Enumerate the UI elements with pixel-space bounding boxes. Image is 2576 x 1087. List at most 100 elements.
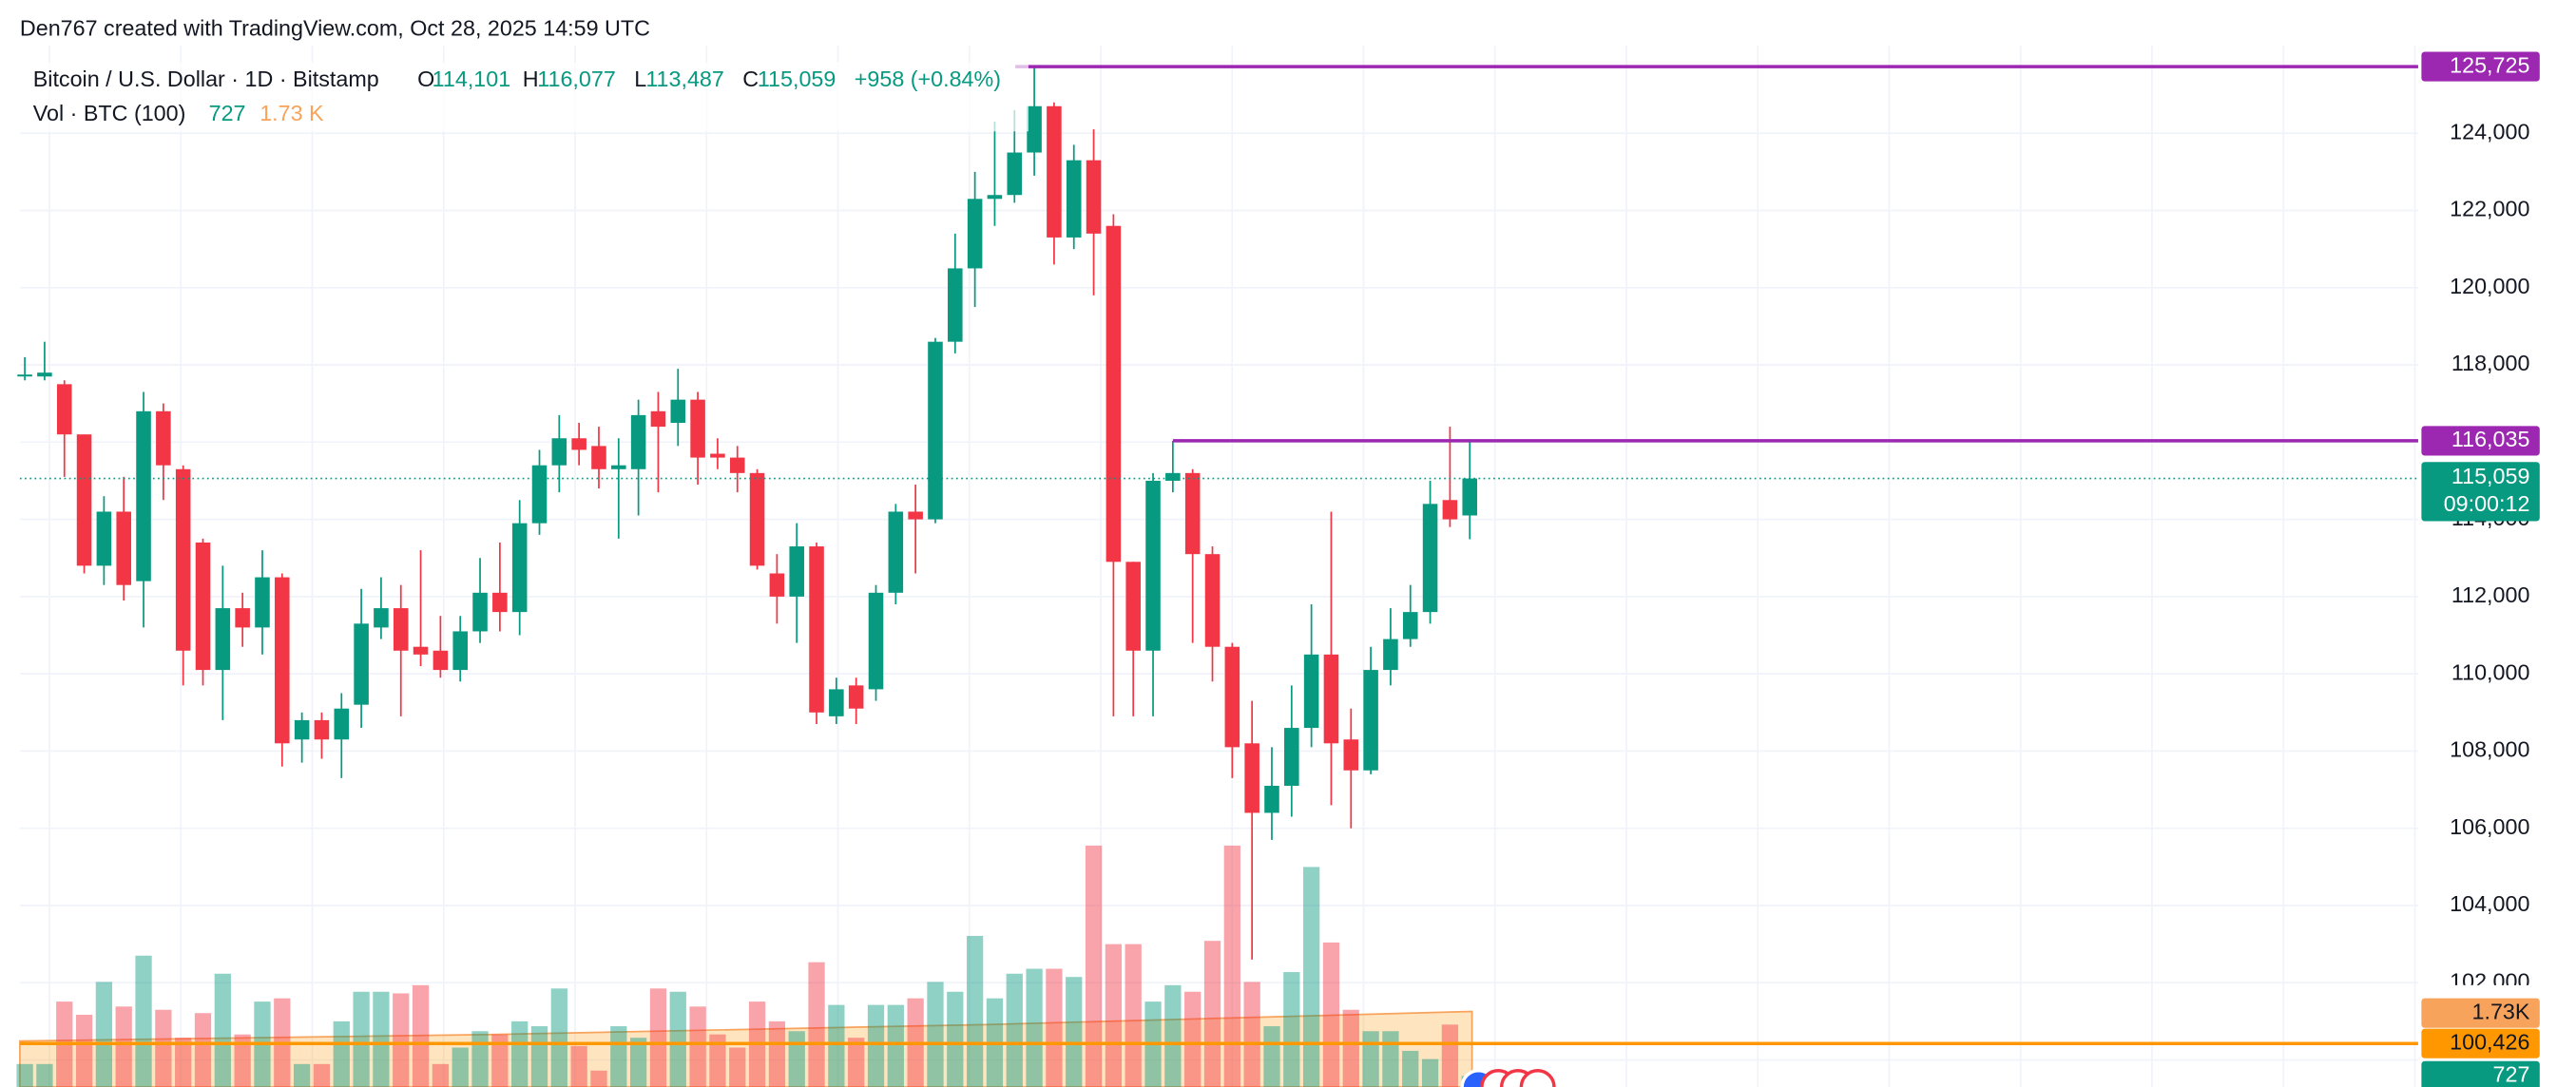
volume-tag-label: 727 <box>2493 1061 2530 1086</box>
legend-text: H <box>523 67 539 91</box>
y-tick-label: 122,000 <box>2450 197 2529 221</box>
volume-bar <box>353 991 370 1087</box>
volume-bar <box>511 1020 529 1087</box>
legend-text: L <box>634 67 646 91</box>
candle-body <box>1244 743 1259 813</box>
candle-body <box>374 608 389 628</box>
legend-text: +958 (+0.84%) <box>855 67 1001 91</box>
volume-bar <box>432 1063 450 1087</box>
volume-bar <box>1402 1050 1419 1087</box>
candle-body <box>334 708 350 740</box>
volume-bar <box>1382 1031 1399 1087</box>
candle-body <box>1402 612 1418 639</box>
candle-body <box>255 577 270 628</box>
volume-bar <box>768 1020 786 1087</box>
volume-bar <box>1441 1024 1459 1087</box>
candle-body <box>1184 472 1201 555</box>
volume-bar <box>333 1020 350 1087</box>
candle-body <box>1007 152 1023 196</box>
volume-bar <box>1362 1031 1379 1087</box>
candle-body <box>948 268 963 342</box>
volume-bar <box>175 1038 192 1087</box>
candle-body <box>37 372 52 377</box>
volume-bar <box>214 973 231 1087</box>
volume-bar <box>1125 944 1142 1087</box>
volume-bar <box>412 984 430 1087</box>
volume-bar <box>947 991 964 1087</box>
volume-bar <box>155 1009 172 1087</box>
candle-body <box>413 646 429 655</box>
candle-body <box>294 719 310 740</box>
candle-body <box>1066 160 1082 238</box>
candle-body <box>275 577 290 744</box>
candle-body <box>670 399 686 424</box>
candle-body <box>630 414 646 469</box>
candle-body <box>1343 739 1359 771</box>
candle-body <box>433 650 449 671</box>
candle-body <box>314 719 330 740</box>
candle-body <box>987 195 1003 200</box>
y-tick-label: 120,000 <box>2450 274 2529 298</box>
legend-text: 113,487 <box>645 67 724 91</box>
candle-body <box>76 434 92 566</box>
candle-body <box>393 608 409 651</box>
candle-body <box>511 523 528 613</box>
volume-bar <box>649 988 667 1087</box>
candle-body <box>789 546 804 597</box>
candle-body <box>452 631 468 671</box>
volume-bar <box>1026 968 1043 1087</box>
y-tick-label: 110,000 <box>2451 659 2530 684</box>
candle-body <box>729 457 745 473</box>
volume-bar <box>1046 968 1063 1087</box>
candle-body <box>690 399 705 458</box>
volume-bar <box>393 993 410 1087</box>
candle-body <box>195 542 211 671</box>
candle-body <box>1383 639 1398 671</box>
volume-bar <box>1283 972 1300 1087</box>
volume-bar <box>570 1045 587 1087</box>
y-tick-label: 112,000 <box>2451 582 2530 607</box>
candle-body <box>928 341 943 520</box>
volume-bar <box>1066 977 1083 1087</box>
legend-text: C <box>742 67 759 91</box>
volume-bar <box>373 991 390 1087</box>
candle-body <box>17 374 32 377</box>
candle-body <box>1303 654 1319 729</box>
volume-bar <box>530 1026 548 1087</box>
volume-ma-area <box>19 1010 1473 1087</box>
volume-bar <box>1164 984 1182 1087</box>
candle-body <box>1422 504 1438 613</box>
candle-body <box>1224 646 1240 748</box>
volume-bar <box>709 1034 726 1087</box>
volume-bar <box>1085 845 1103 1087</box>
candle-body <box>908 511 923 520</box>
volume-bar <box>669 991 686 1087</box>
candle-body <box>531 465 548 524</box>
volume-bar <box>491 1034 509 1087</box>
candle-body <box>136 410 151 582</box>
candle-body <box>1264 786 1279 813</box>
volume-bar <box>1006 973 1023 1087</box>
level-tag-label: 125,725 <box>2450 52 2529 77</box>
y-tick-label: 124,000 <box>2450 119 2529 143</box>
legend-text: 114,101 <box>433 67 511 91</box>
legend-text: Bitcoin / U.S. Dollar · 1D · Bitstamp <box>33 67 379 91</box>
candle-body <box>1165 472 1181 481</box>
candle-body <box>1462 478 1477 516</box>
volume-legend-text: 727 <box>209 101 246 125</box>
candle-body <box>888 511 904 593</box>
candle-body <box>354 623 369 705</box>
last-price-tag <box>2421 462 2540 522</box>
candle-body <box>1323 654 1339 744</box>
volume-bar <box>828 1004 845 1087</box>
volume-bar <box>1105 944 1123 1087</box>
volume-bar <box>1302 867 1320 1087</box>
candle-body <box>235 608 250 628</box>
volume-bar <box>1342 1009 1359 1087</box>
candle-body <box>809 546 824 713</box>
volume-ma-tag-label: 1.73K <box>2472 999 2530 1023</box>
volume-bar <box>927 982 944 1087</box>
